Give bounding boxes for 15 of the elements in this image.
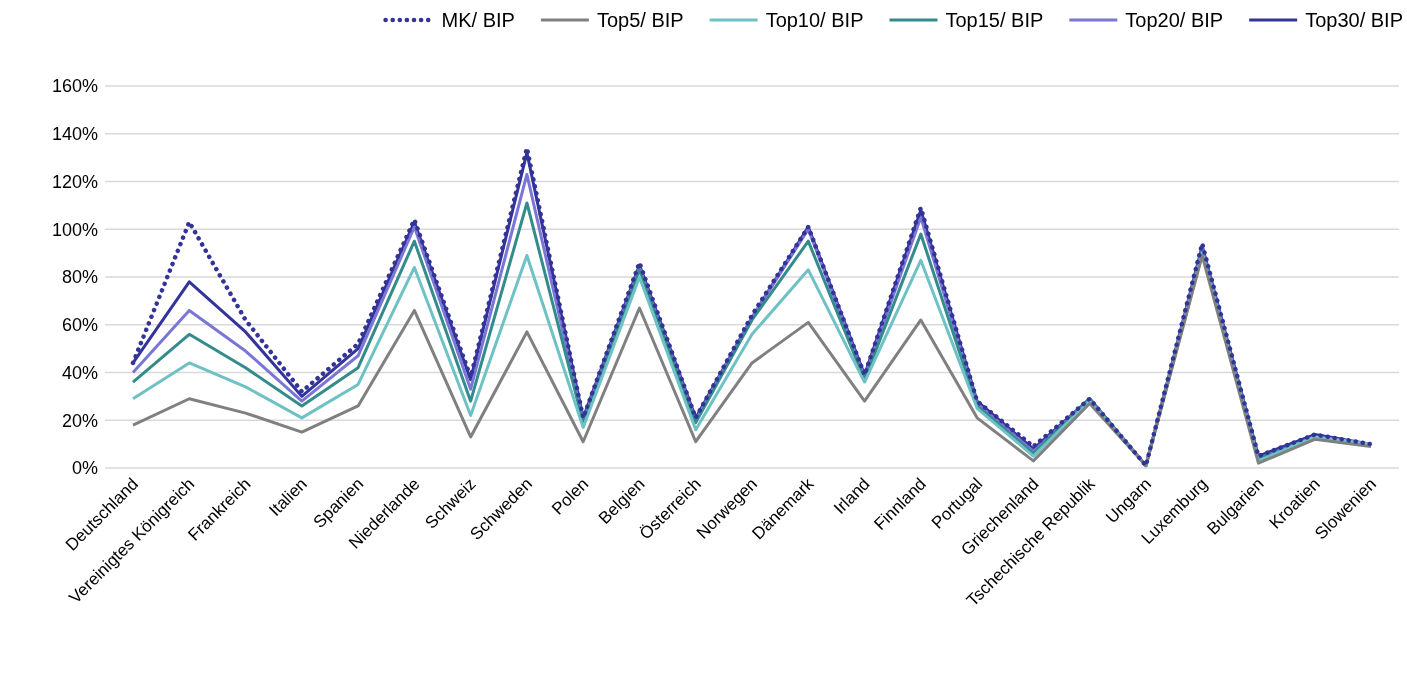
y-tick-label: 100% xyxy=(51,219,98,240)
legend-label: Top30/ BIP xyxy=(1305,9,1403,31)
legend-label: Top5/ BIP xyxy=(596,9,684,31)
y-tick-label: 120% xyxy=(51,171,98,192)
legend-label: Top15/ BIP xyxy=(945,9,1044,31)
y-tick-label: 60% xyxy=(61,315,98,336)
y-tick-label: 140% xyxy=(51,124,98,145)
legend-label: MK/ BIP xyxy=(441,9,515,31)
legend-label: Top10/ BIP xyxy=(765,9,864,31)
y-tick-label: 0% xyxy=(71,458,98,479)
y-tick-label: 160% xyxy=(51,76,98,97)
y-tick-label: 80% xyxy=(61,267,98,288)
y-tick-label: 40% xyxy=(61,362,98,383)
y-tick-label: 20% xyxy=(61,410,98,431)
legend-label: Top20/ BIP xyxy=(1125,9,1224,31)
